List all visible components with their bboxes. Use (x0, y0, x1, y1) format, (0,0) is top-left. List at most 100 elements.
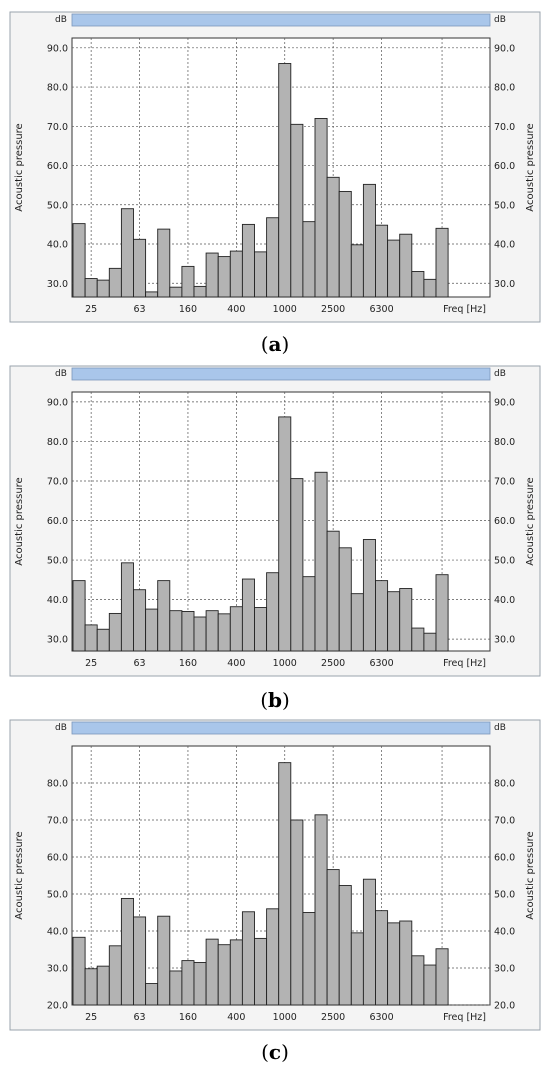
y-axis-label-right: Acoustic pressure (525, 831, 536, 919)
bar (254, 251, 268, 298)
chart-banner (71, 721, 491, 735)
y-tick-label-right: 90.0 (494, 397, 515, 408)
y-tick-label-left: 20.0 (47, 1001, 68, 1012)
bar (120, 562, 134, 652)
chart-banner (71, 367, 491, 381)
y-tick-label-right: 40.0 (494, 595, 515, 606)
x-tick-label: 400 (227, 304, 245, 315)
caption-b: (b) (260, 688, 290, 712)
x-axis-label: Freq [Hz] (443, 304, 486, 315)
unit-label-right: dB (494, 369, 506, 379)
bar (241, 578, 255, 652)
bar (217, 613, 231, 652)
unit-label-left: dB (55, 723, 67, 733)
y-tick-label-left: 80.0 (47, 779, 68, 790)
x-axis-label: Freq [Hz] (443, 658, 486, 669)
y-tick-label-left: 60.0 (47, 161, 68, 172)
bar (229, 939, 243, 1006)
chart-panel-c: dB dB 20.0 20.0 30.0 30.0 40.0 40.0 50.0 50.0 60.0… (0, 718, 550, 1088)
bar (338, 190, 352, 298)
bar (254, 937, 268, 1006)
x-tick-label: 63 (134, 658, 146, 669)
x-tick-label: 63 (134, 1012, 146, 1023)
y-tick-label-left: 90.0 (47, 43, 68, 54)
bar (350, 244, 364, 298)
bar (375, 224, 389, 298)
bar (411, 955, 425, 1006)
bar (435, 227, 449, 298)
bar (120, 897, 134, 1006)
bar (96, 965, 110, 1006)
bar (278, 762, 292, 1006)
bar (181, 960, 195, 1006)
bar (435, 948, 449, 1006)
bar (241, 911, 255, 1006)
y-tick-label-left: 30.0 (47, 964, 68, 975)
bar (290, 478, 304, 652)
bar (326, 530, 340, 652)
y-tick-label-right: 70.0 (494, 476, 515, 487)
bar (169, 970, 183, 1006)
bar (84, 968, 98, 1006)
bar (145, 983, 159, 1006)
x-tick-label: 6300 (369, 658, 393, 669)
chart-panel-a: dB dB 30.0 30.0 40.0 40.0 50.0 50.0 60.0 60.0 70.0… (0, 10, 550, 380)
y-tick-label-right: 70.0 (494, 122, 515, 133)
y-tick-label-right: 50.0 (494, 890, 515, 901)
unit-label-right: dB (494, 723, 506, 733)
x-axis-label: Freq [Hz] (443, 1012, 486, 1023)
chart-svg-a: dB dB 30.0 30.0 40.0 40.0 50.0 50.0 60.0 60.0 70.0… (9, 11, 541, 323)
bar (302, 221, 316, 298)
bar (96, 628, 110, 652)
x-tick-label: 1000 (273, 658, 297, 669)
y-tick-label-left: 60.0 (47, 516, 68, 527)
bar (387, 239, 401, 298)
bar (350, 593, 364, 652)
y-tick-label-right: 60.0 (494, 853, 515, 864)
chart-svg-b: dB dB 30.0 30.0 40.0 40.0 50.0 50.0 60.0 60.0 70.0… (9, 365, 541, 677)
y-tick-label-right: 40.0 (494, 927, 515, 938)
bar (120, 208, 134, 298)
bar (399, 588, 413, 652)
bar (169, 286, 183, 298)
y-axis-label-left: Acoustic pressure (14, 123, 25, 211)
y-tick-label-right: 80.0 (494, 437, 515, 448)
y-tick-label-left: 90.0 (47, 397, 68, 408)
y-tick-label-right: 90.0 (494, 43, 515, 54)
bar (423, 632, 437, 652)
y-tick-label-left: 50.0 (47, 556, 68, 567)
bar (350, 932, 364, 1006)
y-axis-label-right: Acoustic pressure (525, 477, 536, 565)
bar (411, 271, 425, 298)
unit-label-left: dB (55, 15, 67, 25)
bar (181, 265, 195, 298)
y-axis-label-left: Acoustic pressure (14, 477, 25, 565)
y-axis-label-right: Acoustic pressure (525, 123, 536, 211)
bar (72, 936, 86, 1006)
bar (133, 238, 147, 298)
x-tick-label: 25 (85, 304, 97, 315)
bar (387, 591, 401, 652)
bar (266, 217, 280, 298)
bar (399, 920, 413, 1006)
bar (278, 416, 292, 652)
bar (302, 576, 316, 652)
bar (84, 624, 98, 652)
bar (205, 938, 219, 1006)
x-tick-label: 1000 (273, 304, 297, 315)
bar (241, 223, 255, 298)
y-tick-label-left: 80.0 (47, 83, 68, 94)
y-tick-label-left: 70.0 (47, 476, 68, 487)
bar (423, 964, 437, 1006)
y-tick-label-right: 60.0 (494, 161, 515, 172)
x-tick-label: 6300 (369, 1012, 393, 1023)
bar (217, 944, 231, 1006)
y-tick-label-right: 30.0 (494, 279, 515, 290)
y-tick-label-left: 30.0 (47, 635, 68, 646)
bar (290, 819, 304, 1006)
bar (229, 250, 243, 298)
bar (411, 627, 425, 652)
bar (108, 267, 122, 298)
bar (157, 915, 171, 1006)
bar (96, 279, 110, 298)
